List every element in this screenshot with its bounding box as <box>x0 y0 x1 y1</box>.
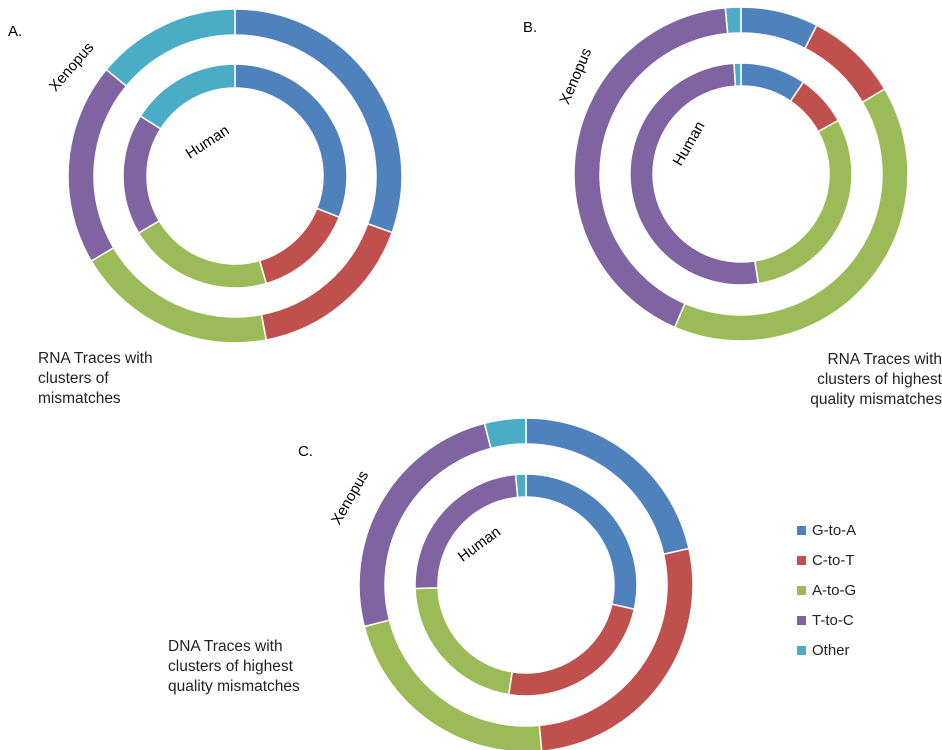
legend-item-g-to-a: G-to-A <box>797 515 856 545</box>
legend-label: A-to-G <box>812 581 857 599</box>
legend-item-other: Other <box>797 635 856 665</box>
legend-swatch <box>797 555 806 565</box>
panel-c-caption: DNA Traces with clusters of highest qual… <box>168 637 300 697</box>
legend-swatch <box>797 525 806 535</box>
panel-b-xenopus-ring-c-to-t-slice <box>804 24 886 104</box>
panel-c-human-ring-t-to-c-slice <box>414 473 519 590</box>
panel-a-human-ring-c-to-t-slice <box>258 207 341 285</box>
panel-c-human-ring-g-to-a-slice <box>525 473 638 611</box>
panel-c-label: C. <box>298 443 313 460</box>
legend-item-a-to-g: A-to-G <box>797 575 856 605</box>
chart-c: C. Xenopus Human <box>298 417 694 750</box>
panel-a-caption: RNA Traces with clusters of mismatches <box>38 349 153 409</box>
panel-c-human-ring-c-to-t-slice <box>507 603 636 697</box>
panel-a-xenopus-ring-other-slice <box>105 8 236 88</box>
caption-line: quality mismatches <box>810 391 942 408</box>
panel-c-xenopus-ring-other-slice <box>483 417 527 450</box>
panel-b-xenopus-ring-other-slice <box>724 6 742 35</box>
caption-line: clusters of highest <box>817 371 942 388</box>
panel-c-human-ring-other-slice <box>514 473 527 499</box>
panel-c-outer-ring-label: Xenopus <box>328 468 372 528</box>
panel-a-outer-ring-label: Xenopus <box>46 39 98 95</box>
panel-a-inner-ring-label: Human <box>183 122 233 163</box>
legend-label: C-to-T <box>812 551 855 569</box>
caption-line: DNA Traces with <box>168 638 283 655</box>
chart-legend: G-to-A C-to-T A-to-G T-to-C Other <box>797 515 856 665</box>
panel-b-caption: RNA Traces with clusters of highest qual… <box>810 350 942 410</box>
panel-b-xenopus-ring-g-to-a-slice <box>740 6 818 50</box>
panel-b-inner-ring-label: Human <box>670 119 709 169</box>
panel-b-xenopus-ring-a-to-g-slice <box>673 87 909 342</box>
panel-b-human-ring-a-to-g-slice <box>753 119 853 285</box>
caption-line: quality mismatches <box>168 678 300 695</box>
caption-line: RNA Traces with <box>38 350 153 367</box>
panel-a-human-ring-other-slice <box>139 63 236 130</box>
caption-line: mismatches <box>38 390 121 407</box>
panel-c-human-ring-a-to-g-slice <box>414 586 514 696</box>
legend-label: T-to-C <box>812 611 854 629</box>
chart-a: A. Xenopus Human <box>8 8 403 344</box>
caption-line: clusters of highest <box>168 658 293 675</box>
panel-b-outer-ring-label: Xenopus <box>556 46 595 107</box>
panel-a-human-ring-a-to-g-slice <box>137 219 268 289</box>
panel-b-human-ring-t-to-c-slice <box>629 62 760 286</box>
panel-c-inner-ring-label: Human <box>455 523 504 565</box>
legend-swatch <box>797 645 806 655</box>
panel-b-label: B. <box>523 19 537 36</box>
caption-line: RNA Traces with <box>827 351 942 368</box>
chart-b: B. Xenopus Human <box>523 6 909 342</box>
legend-label: Other <box>812 641 850 659</box>
panel-c-xenopus-ring-c-to-t-slice <box>538 547 694 750</box>
panel-b-human-ring-other-slice <box>733 62 742 87</box>
legend-label: G-to-A <box>812 521 857 539</box>
panel-a-label: A. <box>8 23 22 40</box>
legend-item-t-to-c: T-to-C <box>797 605 856 635</box>
legend-swatch <box>797 615 806 625</box>
legend-swatch <box>797 585 806 595</box>
caption-line: clusters of <box>38 370 109 387</box>
panel-a-human-ring-t-to-c-slice <box>122 114 162 235</box>
panel-a-human-ring-g-to-a-slice <box>234 63 348 219</box>
panel-a-xenopus-ring-t-to-c-slice <box>67 68 128 263</box>
legend-item-c-to-t: C-to-T <box>797 545 856 575</box>
